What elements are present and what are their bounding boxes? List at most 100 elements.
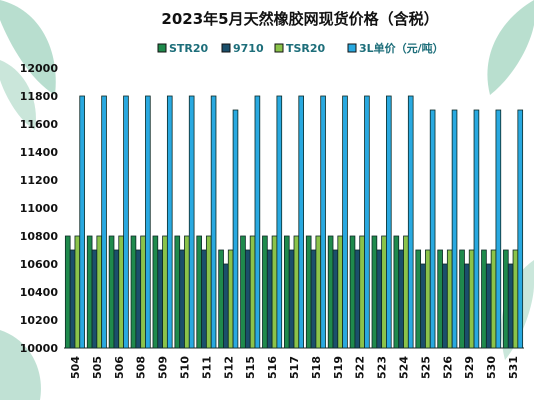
bar-3-504 — [79, 95, 85, 349]
bar-1-509 — [157, 249, 163, 349]
bar-3-508 — [145, 95, 151, 349]
x-axis: 504 505 506 508 509 510 511 512 515 516 517 518 519 5… — [69, 356, 520, 379]
bar-3-517 — [298, 95, 304, 349]
x-tick-label: 524 — [398, 356, 411, 379]
x-tick-label: 506 — [113, 356, 126, 379]
x-tick-label: 526 — [441, 356, 454, 379]
bar-2-511 — [205, 235, 212, 349]
x-tick-label: 516 — [266, 356, 279, 379]
bar-0-518 — [305, 235, 312, 349]
bar-3-523 — [386, 95, 392, 349]
bar-2-517 — [293, 235, 300, 349]
bar-2-523 — [381, 235, 387, 349]
bar-3-531 — [517, 109, 524, 349]
bar-0-506 — [108, 235, 115, 349]
bar-0-511 — [196, 235, 202, 349]
x-tick-label: 515 — [244, 356, 257, 379]
x-tick-label: 509 — [157, 356, 170, 379]
bar-1-505 — [91, 249, 98, 349]
legend-swatch — [274, 43, 284, 53]
bar-0-525 — [415, 249, 422, 349]
bar-1-523 — [376, 249, 383, 349]
legend-label: 9710 — [233, 42, 264, 55]
bar-2-509 — [162, 235, 168, 349]
y-tick-label: 11200 — [20, 174, 59, 187]
bar-1-529 — [464, 263, 470, 349]
bar-0-517 — [283, 235, 290, 349]
bar-1-504 — [69, 249, 76, 349]
bar-2-525 — [425, 249, 431, 349]
y-tick-label: 11600 — [20, 118, 59, 131]
bar-2-515 — [249, 235, 256, 349]
y-tick-label: 10800 — [20, 230, 59, 243]
bar-3-510 — [188, 95, 195, 349]
x-tick-label: 504 — [69, 356, 82, 379]
bar-1-515 — [244, 249, 251, 349]
bar-3-530 — [495, 109, 502, 349]
bar-0-512 — [218, 249, 224, 349]
x-tick-label: 518 — [310, 356, 323, 379]
bar-1-510 — [179, 249, 185, 349]
bar-1-526 — [442, 263, 448, 349]
bar-3-524 — [407, 95, 414, 349]
x-tick-label: 508 — [135, 356, 148, 379]
bar-3-515 — [254, 95, 261, 349]
bar-1-506 — [113, 249, 120, 349]
bar-0-515 — [240, 235, 246, 349]
y-tick-label: 12000 — [20, 62, 59, 75]
legend-swatch — [157, 43, 167, 53]
bar-0-522 — [349, 235, 356, 349]
bar-0-516 — [262, 235, 268, 349]
legend-label: 3L单价（元/吨） — [359, 41, 444, 55]
bar-2-518 — [315, 235, 322, 349]
x-tick-label: 510 — [178, 356, 191, 379]
x-tick-label: 523 — [376, 356, 389, 379]
x-tick-label: 525 — [419, 356, 432, 379]
bar-3-519 — [342, 95, 348, 349]
x-tick-label: 511 — [200, 356, 213, 379]
bar-2-526 — [446, 249, 453, 349]
bar-2-508 — [140, 235, 146, 349]
y-tick-label: 10600 — [20, 258, 59, 271]
x-tick-label: 531 — [507, 356, 520, 379]
bar-0-529 — [459, 249, 465, 349]
bars — [64, 95, 524, 349]
bar-1-517 — [288, 249, 295, 349]
bar-3-509 — [166, 95, 173, 349]
legend-label: TSR20 — [286, 42, 326, 55]
bar-2-505 — [96, 235, 103, 349]
legend-swatch — [221, 43, 231, 53]
bar-1-512 — [223, 263, 229, 349]
x-tick-label: 530 — [485, 356, 498, 379]
bar-0-510 — [174, 235, 181, 349]
legend-label: STR20 — [169, 42, 209, 55]
bar-1-516 — [266, 249, 273, 349]
x-tick-label: 517 — [288, 356, 301, 379]
bar-2-512 — [227, 249, 234, 349]
bar-1-508 — [135, 249, 142, 349]
bar-0-531 — [503, 249, 509, 349]
y-tick-label: 10000 — [20, 342, 59, 355]
bar-2-506 — [118, 235, 124, 349]
bar-3-529 — [473, 109, 480, 349]
bar-3-512 — [232, 109, 239, 349]
bar-0-505 — [86, 235, 93, 349]
bar-3-505 — [101, 95, 107, 349]
bar-1-511 — [201, 249, 207, 349]
bar-2-524 — [403, 235, 409, 349]
y-tick-label: 11400 — [20, 146, 59, 159]
bar-2-529 — [468, 249, 475, 349]
bar-0-524 — [393, 235, 400, 349]
bar-1-525 — [420, 263, 426, 349]
bar-3-516 — [276, 95, 283, 349]
bar-3-511 — [210, 95, 217, 349]
bar-0-504 — [64, 235, 71, 349]
bar-2-504 — [74, 235, 81, 349]
bar-1-524 — [398, 249, 404, 349]
bar-2-516 — [271, 235, 278, 349]
bar-1-519 — [332, 249, 339, 349]
bar-2-530 — [490, 249, 497, 349]
bar-3-526 — [451, 109, 458, 349]
